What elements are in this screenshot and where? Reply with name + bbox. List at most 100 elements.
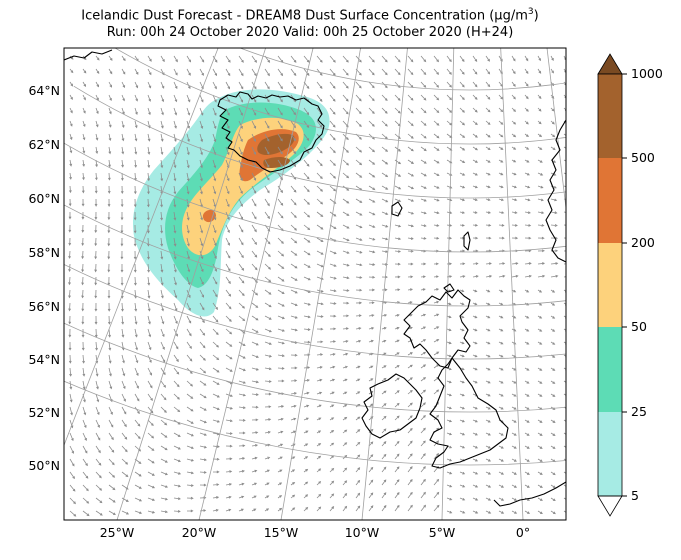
wind-arrow [459, 262, 466, 266]
wind-arrow [173, 432, 181, 437]
wind-arrow [381, 479, 387, 486]
wind-arrow [485, 419, 491, 423]
wind-arrow [472, 68, 478, 75]
wind-arrow [199, 380, 207, 386]
wind-arrow [381, 415, 387, 421]
wind-arrow [433, 81, 440, 88]
wind-arrow [485, 484, 492, 488]
wind-arrow [433, 185, 440, 189]
wind-arrow [407, 120, 414, 127]
wind-arrow [394, 55, 401, 63]
wind-arrow [277, 417, 284, 421]
wind-arrow [511, 223, 518, 227]
wind-arrow [459, 302, 465, 306]
wind-arrow [433, 94, 440, 101]
wind-arrow [303, 263, 311, 268]
wind-arrow [394, 453, 400, 460]
wind-arrow [160, 289, 164, 299]
wind-arrow [212, 419, 220, 423]
wind-arrow [212, 406, 220, 411]
wind-arrow [251, 133, 256, 142]
wind-arrow [121, 367, 126, 377]
wind-arrow [147, 380, 153, 389]
wind-arrow [563, 172, 566, 175]
wind-arrow [108, 458, 115, 466]
wind-arrow [120, 264, 124, 273]
wind-arrow [537, 211, 545, 215]
wind-arrow [81, 237, 85, 247]
wind-arrow [303, 198, 310, 205]
wind-arrow [537, 497, 543, 501]
wind-arrow [563, 471, 566, 475]
wind-arrow [225, 263, 231, 272]
wind-arrow [186, 107, 191, 116]
wind-arrow [199, 211, 203, 221]
wind-arrow [199, 367, 207, 374]
wind-arrow [329, 480, 335, 486]
wind-arrow [342, 211, 350, 216]
wind-arrow [498, 354, 504, 358]
wind-arrow [94, 172, 98, 181]
colorbar-extend-max [597, 53, 623, 75]
wind-arrow [212, 120, 217, 129]
wind-arrow [498, 146, 504, 150]
wind-arrow [264, 198, 270, 207]
wind-arrow [264, 159, 270, 168]
wind-arrow [446, 458, 453, 462]
wind-arrow [368, 326, 375, 330]
wind-arrow [511, 172, 517, 176]
wind-arrow [69, 406, 73, 416]
wind-arrow [316, 263, 324, 268]
wind-arrow [69, 81, 74, 87]
wind-arrow [485, 315, 491, 319]
wind-arrow [81, 224, 85, 233]
wind-arrow [368, 505, 374, 512]
wind-arrow [355, 198, 363, 203]
wind-arrow [420, 120, 427, 126]
wind-arrow [94, 263, 98, 273]
wind-arrow [472, 445, 479, 449]
wind-arrow [498, 185, 504, 189]
wind-arrow [69, 393, 73, 403]
wind-arrow [537, 159, 543, 163]
wind-arrow [407, 364, 413, 369]
wind-arrow [342, 81, 349, 89]
wind-arrow [329, 55, 336, 63]
wind-arrow [537, 458, 543, 462]
wind-arrow [316, 417, 322, 421]
wind-arrow [173, 497, 181, 501]
wind-arrow [329, 365, 336, 369]
wind-arrow [342, 250, 350, 254]
wind-arrow [107, 302, 111, 312]
wind-arrow [160, 445, 168, 451]
wind-arrow [472, 289, 478, 293]
title-line-1: Icelandic Dust Forecast - DREAM8 Dust Su… [0, 4, 620, 24]
wind-arrow [238, 302, 246, 309]
wind-arrow [69, 146, 73, 154]
wind-arrow [251, 224, 257, 233]
wind-arrow [121, 445, 128, 453]
wind-arrow [420, 146, 427, 152]
wind-arrow [381, 237, 389, 241]
wind-arrow [212, 81, 217, 90]
wind-arrow [342, 327, 349, 331]
wind-arrow [394, 198, 402, 202]
wind-arrow [94, 224, 98, 233]
wind-arrow [134, 341, 138, 351]
wind-arrow [537, 198, 544, 202]
wind-arrow [121, 159, 124, 168]
wind-arrow [251, 367, 260, 371]
wind-arrow [82, 120, 86, 128]
wind-arrow [537, 262, 546, 265]
wind-arrow [446, 107, 453, 113]
wind-arrow [225, 224, 230, 234]
wind-arrow [511, 68, 516, 75]
lat-label-60: 60°N [28, 191, 60, 206]
wind-arrow [133, 263, 137, 273]
wind-arrow [264, 418, 272, 421]
wind-arrow [277, 159, 283, 168]
wind-arrow [82, 458, 88, 467]
wind-arrow [511, 55, 516, 62]
wind-arrow [472, 302, 478, 306]
wind-arrow [238, 185, 243, 195]
